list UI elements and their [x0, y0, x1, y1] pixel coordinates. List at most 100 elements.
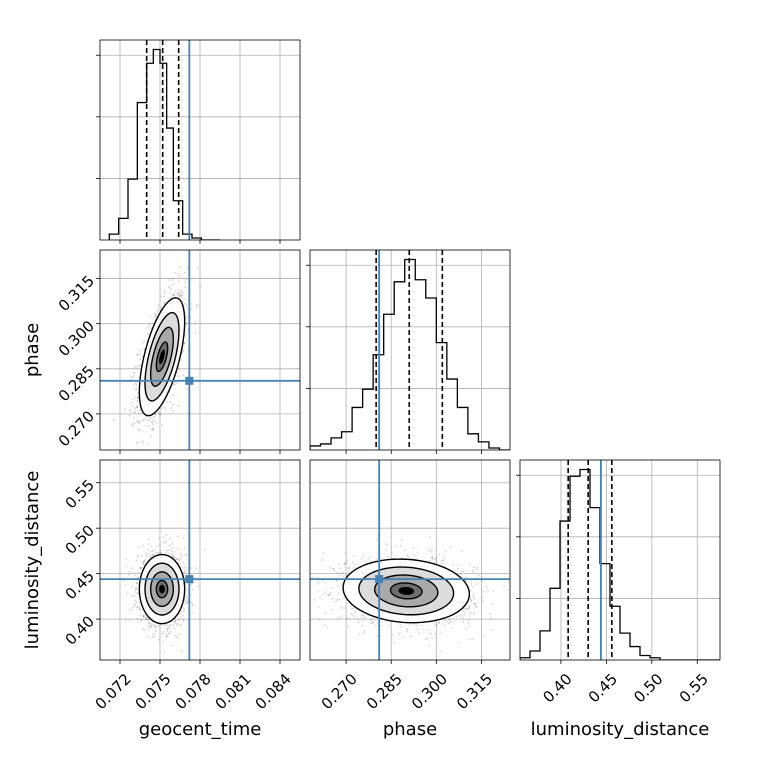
panel-phase-vs-luminosity_distance: 0.270 0.285 0.300 0.315	[295, 459, 516, 713]
sample-point	[319, 596, 321, 599]
sample-point	[435, 561, 437, 563]
contour	[149, 326, 175, 387]
sample-point	[361, 620, 364, 623]
sample-point	[144, 616, 147, 619]
sample-point	[391, 552, 393, 555]
sample-point	[179, 292, 181, 295]
sample-point	[169, 543, 172, 546]
sample-point	[487, 590, 489, 592]
sample-point	[133, 605, 136, 608]
sample-point	[435, 624, 438, 627]
sample-point	[144, 559, 146, 562]
sample-point	[181, 351, 184, 354]
sample-point	[431, 548, 433, 551]
sample-point	[472, 602, 475, 605]
sample-point	[328, 594, 331, 596]
sample-point	[476, 568, 479, 571]
sample-point	[190, 582, 193, 585]
sample-point	[165, 635, 168, 638]
sample-point	[403, 549, 406, 552]
sample-point	[167, 285, 170, 288]
sample-point	[145, 551, 148, 554]
sample-point	[142, 615, 145, 618]
sample-point	[178, 559, 181, 562]
sample-point	[174, 620, 176, 623]
sample-point	[146, 618, 149, 621]
sample-point	[446, 621, 449, 623]
sample-point	[146, 635, 149, 638]
sample-point	[295, 600, 297, 602]
sample-point	[467, 607, 469, 610]
sample-point	[395, 545, 398, 548]
sample-point	[482, 600, 485, 603]
sample-point	[443, 619, 446, 622]
sample-point	[481, 596, 484, 599]
sample-point	[180, 290, 183, 292]
sample-point	[463, 607, 465, 610]
sample-point	[181, 291, 184, 294]
sample-point	[176, 382, 179, 385]
density-geocent_time-luminosity_distance	[122, 534, 206, 653]
sample-point	[362, 555, 365, 558]
sample-point	[191, 604, 194, 606]
sample-point	[173, 381, 176, 384]
sample-point	[142, 442, 145, 445]
sample-point	[337, 617, 340, 620]
sample-point	[162, 630, 165, 633]
sample-point	[468, 604, 471, 607]
sample-point	[336, 571, 338, 574]
sample-point	[156, 551, 159, 554]
tick-label-y: 0.270	[55, 407, 98, 450]
sample-point	[470, 582, 473, 585]
sample-point	[514, 590, 516, 592]
sample-point	[151, 416, 154, 419]
sample-point	[148, 619, 151, 622]
sample-point	[330, 608, 333, 611]
sample-point	[151, 428, 154, 431]
sample-point	[137, 546, 140, 548]
sample-point	[152, 429, 155, 432]
sample-point	[406, 628, 409, 631]
sample-point	[176, 293, 179, 296]
sample-point	[134, 396, 136, 399]
sample-point	[165, 539, 168, 542]
sample-point	[126, 456, 128, 458]
sample-point	[133, 365, 136, 368]
sample-point	[328, 594, 330, 597]
sample-point	[161, 406, 164, 409]
sample-point	[369, 556, 372, 559]
sample-point	[468, 638, 471, 641]
sample-point	[186, 587, 189, 590]
sample-point	[430, 556, 433, 559]
sample-point	[177, 367, 180, 369]
x-axis-title-phase: phase	[383, 719, 437, 740]
sample-point	[174, 621, 176, 624]
sample-point	[153, 419, 156, 422]
sample-point	[133, 422, 136, 424]
sample-point	[183, 571, 186, 574]
sample-point	[336, 600, 339, 602]
sample-point	[439, 650, 442, 652]
sample-point	[157, 624, 160, 627]
sample-point	[444, 550, 447, 553]
sample-point	[439, 631, 442, 634]
sample-point	[183, 608, 186, 611]
tick-label-x: 0.075	[132, 670, 175, 713]
sample-point	[137, 429, 140, 431]
sample-point	[467, 622, 470, 625]
sample-point	[465, 608, 468, 611]
sample-point	[155, 461, 157, 463]
sample-point	[354, 611, 356, 614]
sample-point	[186, 595, 188, 598]
contour	[373, 574, 439, 608]
sample-point	[139, 358, 142, 361]
sample-point	[322, 552, 325, 555]
sample-point	[142, 544, 145, 547]
sample-point	[468, 611, 471, 613]
sample-point	[338, 572, 340, 575]
sample-point	[482, 590, 485, 593]
sample-point	[317, 606, 320, 608]
sample-point	[184, 271, 186, 274]
sample-point	[503, 585, 506, 588]
sample-point	[166, 549, 169, 552]
